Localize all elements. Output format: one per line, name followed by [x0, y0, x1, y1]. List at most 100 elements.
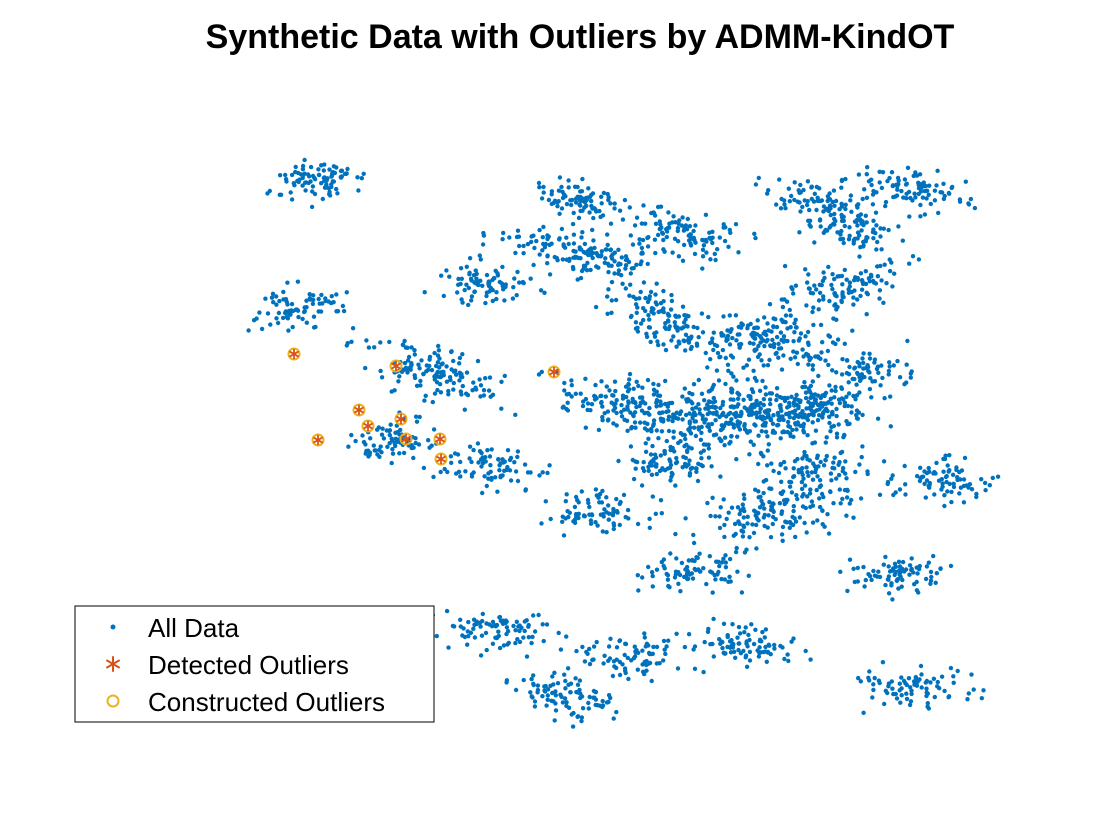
data-point	[827, 298, 832, 304]
data-point	[562, 388, 567, 393]
data-point	[494, 296, 499, 302]
data-point	[761, 363, 766, 368]
data-point	[489, 447, 494, 452]
data-point	[646, 464, 651, 470]
series-constructed-outliers	[287, 347, 561, 466]
data-point	[810, 420, 815, 425]
data-point	[537, 252, 542, 257]
detected-outlier-marker	[435, 433, 445, 445]
data-point	[949, 489, 954, 495]
data-point	[826, 362, 831, 368]
data-point	[583, 195, 589, 201]
data-point	[661, 638, 667, 644]
data-point	[806, 272, 811, 277]
data-point	[682, 644, 688, 650]
data-point	[817, 496, 822, 501]
data-point	[861, 243, 866, 248]
data-cluster	[616, 436, 727, 488]
data-point	[458, 281, 463, 287]
data-point	[763, 644, 768, 650]
data-point	[790, 427, 795, 433]
data-point	[676, 581, 681, 586]
data-point	[812, 283, 817, 288]
data-point	[703, 350, 708, 356]
data-point	[282, 310, 288, 316]
data-point	[810, 379, 815, 384]
data-point	[648, 289, 654, 295]
data-point	[792, 355, 798, 360]
data-point	[728, 353, 734, 358]
data-point	[551, 200, 556, 206]
data-point	[945, 463, 950, 468]
data-point	[558, 692, 563, 697]
data-point	[661, 288, 666, 294]
data-point	[793, 283, 799, 288]
data-point	[763, 392, 769, 397]
data-point	[455, 290, 460, 295]
data-point	[631, 476, 637, 482]
data-point	[387, 339, 392, 345]
data-point	[542, 688, 547, 693]
data-point	[874, 247, 879, 252]
data-point	[625, 655, 630, 661]
data-point	[419, 358, 424, 363]
data-point	[925, 701, 930, 706]
data-cluster	[856, 660, 986, 715]
data-point	[880, 660, 886, 665]
data-point	[502, 298, 507, 303]
data-point	[555, 681, 561, 686]
data-point	[825, 348, 831, 354]
data-point	[770, 337, 775, 343]
data-point	[788, 356, 793, 361]
data-point	[375, 452, 380, 457]
data-point	[582, 241, 588, 247]
data-point	[865, 363, 870, 368]
data-point	[713, 577, 718, 582]
data-point	[861, 360, 866, 366]
data-point	[906, 189, 912, 195]
data-point	[634, 310, 639, 315]
data-point	[902, 463, 907, 469]
data-point	[466, 285, 471, 291]
data-point	[820, 522, 825, 527]
data-point	[631, 294, 636, 299]
data-point	[683, 412, 689, 418]
data-point	[650, 573, 655, 579]
data-point	[449, 460, 454, 465]
data-point	[649, 678, 654, 684]
data-point	[721, 314, 726, 319]
data-point	[825, 512, 830, 517]
data-point	[436, 343, 441, 349]
data-point	[875, 274, 881, 279]
data-point	[517, 243, 522, 249]
data-point	[761, 402, 766, 408]
data-point	[629, 426, 634, 431]
data-point	[265, 311, 271, 316]
data-point	[587, 194, 593, 200]
data-point	[565, 666, 571, 671]
data-point	[736, 250, 741, 255]
data-point	[818, 356, 823, 361]
data-point	[657, 226, 662, 232]
data-point	[608, 221, 614, 226]
data-point	[567, 258, 572, 263]
data-point	[702, 398, 707, 403]
data-point	[668, 447, 673, 453]
data-point	[613, 388, 618, 394]
data-point	[709, 421, 715, 427]
data-point	[830, 368, 835, 373]
data-point	[926, 706, 931, 711]
data-point	[851, 239, 856, 244]
data-point	[791, 474, 797, 479]
data-point	[304, 298, 309, 303]
data-point	[319, 292, 324, 298]
data-point	[731, 425, 737, 430]
data-point	[647, 660, 653, 666]
data-point	[839, 204, 845, 209]
data-point	[582, 659, 588, 664]
data-point	[951, 680, 956, 685]
data-point	[748, 439, 753, 444]
data-point	[784, 411, 789, 417]
data-point	[575, 682, 581, 687]
data-point	[855, 223, 860, 228]
